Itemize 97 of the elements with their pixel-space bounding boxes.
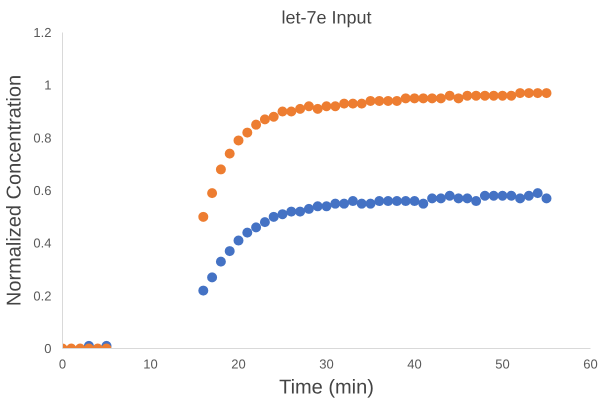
point xyxy=(268,212,279,222)
x-axis-title: Time (min) xyxy=(279,376,374,398)
point xyxy=(207,188,218,198)
point xyxy=(515,88,526,98)
point xyxy=(224,148,235,159)
point xyxy=(532,88,543,98)
y-tick-label: 1.2 xyxy=(33,25,52,40)
point xyxy=(260,217,270,228)
point xyxy=(224,246,235,256)
point xyxy=(198,212,208,222)
point xyxy=(374,196,384,206)
x-tick-label: 50 xyxy=(495,356,510,372)
point xyxy=(383,196,394,206)
point xyxy=(312,201,323,212)
point xyxy=(392,196,402,206)
point xyxy=(330,198,340,209)
point xyxy=(304,101,314,112)
point xyxy=(418,93,428,104)
point xyxy=(498,90,508,101)
point xyxy=(436,93,446,104)
point xyxy=(260,114,270,124)
x-tick-label: 40 xyxy=(407,356,422,372)
point xyxy=(356,98,367,109)
point xyxy=(339,98,350,109)
point xyxy=(480,90,490,101)
point xyxy=(286,106,296,116)
point xyxy=(366,96,376,106)
point xyxy=(207,272,218,282)
x-tick-label: 10 xyxy=(143,356,158,372)
y-tick-label: 0.2 xyxy=(33,288,52,304)
point xyxy=(339,198,350,209)
x-tick-label: 20 xyxy=(231,356,246,372)
point xyxy=(198,286,208,296)
point xyxy=(295,206,306,217)
point xyxy=(436,193,446,204)
point xyxy=(542,88,552,98)
point xyxy=(444,190,455,201)
point xyxy=(251,222,262,232)
point xyxy=(480,190,490,201)
point xyxy=(506,190,516,201)
point xyxy=(410,93,420,104)
point xyxy=(400,93,411,104)
point xyxy=(322,201,332,212)
point xyxy=(268,112,279,122)
point xyxy=(348,98,358,109)
point xyxy=(251,120,262,130)
y-tick-label: 0 xyxy=(44,341,52,356)
point xyxy=(488,190,499,201)
y-axis-title: Normalized Concentration xyxy=(3,74,26,306)
point xyxy=(400,196,411,206)
point xyxy=(374,96,384,106)
point xyxy=(312,104,323,114)
point xyxy=(216,164,226,174)
point xyxy=(242,128,252,138)
point xyxy=(366,198,376,209)
point xyxy=(515,193,526,204)
y-tick-label: 0.6 xyxy=(33,183,52,198)
point xyxy=(278,106,288,116)
point xyxy=(304,204,314,214)
point xyxy=(462,90,472,101)
point xyxy=(454,193,464,204)
y-tick-label: 1 xyxy=(44,78,52,93)
point xyxy=(524,88,534,98)
point xyxy=(444,90,455,101)
point xyxy=(410,196,420,206)
y-tick-label: 0.8 xyxy=(33,130,52,146)
point xyxy=(286,206,296,217)
point xyxy=(322,101,332,112)
point xyxy=(427,93,438,104)
point xyxy=(216,256,226,267)
x-tick-label: 0 xyxy=(58,356,66,372)
point xyxy=(418,198,428,209)
point xyxy=(348,196,358,206)
point xyxy=(462,193,472,204)
x-tick-label: 30 xyxy=(319,356,334,372)
point xyxy=(295,104,306,114)
point xyxy=(471,196,482,206)
point xyxy=(524,190,534,201)
point xyxy=(532,188,543,198)
y-tick-label: 0.4 xyxy=(33,236,52,251)
point xyxy=(242,228,252,238)
point xyxy=(488,90,499,101)
chart-title: let-7e Input xyxy=(281,8,372,28)
point xyxy=(234,236,244,246)
point xyxy=(383,96,394,106)
point xyxy=(356,198,367,209)
point xyxy=(542,193,552,204)
x-tick-label: 60 xyxy=(583,356,598,372)
point xyxy=(234,135,244,146)
point xyxy=(454,93,464,104)
point xyxy=(427,193,438,204)
point xyxy=(471,90,482,101)
point xyxy=(506,90,516,101)
point xyxy=(330,101,340,112)
point xyxy=(498,190,508,201)
point xyxy=(278,209,288,220)
point xyxy=(392,96,402,106)
